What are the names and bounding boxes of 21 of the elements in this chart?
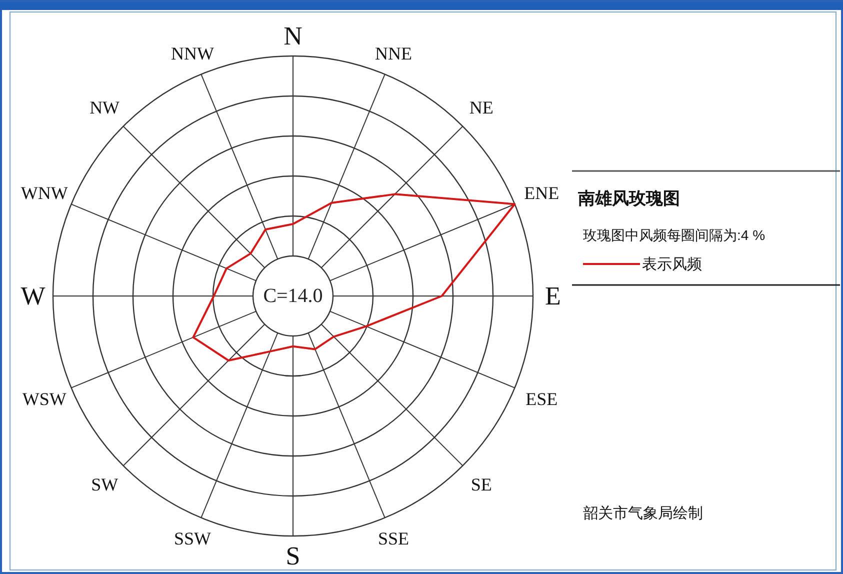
spoke-label: WNW	[20, 183, 68, 204]
spoke-label: NE	[469, 98, 494, 118]
spoke-label: SSW	[174, 528, 212, 549]
spoke-label: S	[286, 542, 300, 570]
spoke-label: NW	[90, 98, 120, 118]
spoke-label: WSW	[22, 388, 66, 409]
text: C=14.0	[263, 285, 323, 307]
spoke-label: SE	[470, 474, 492, 494]
spoke-label: W	[20, 282, 46, 310]
spoke-label: ENE	[524, 183, 560, 204]
spoke-label: ESE	[526, 388, 558, 409]
spoke-label: SSE	[378, 528, 410, 549]
spoke-label: N	[284, 22, 303, 50]
text: 玫瑰图中风频每圈间隔为:4 %	[583, 227, 766, 243]
spoke-label: NNE	[374, 43, 412, 64]
spoke-label: SW	[91, 474, 118, 494]
text: 韶关市气象局绘制	[583, 505, 703, 522]
text: 南雄风玫瑰图	[577, 189, 680, 208]
spoke-label: NNW	[171, 43, 214, 64]
legend-label: 表示风频	[642, 256, 702, 273]
spoke-label: E	[545, 282, 561, 310]
